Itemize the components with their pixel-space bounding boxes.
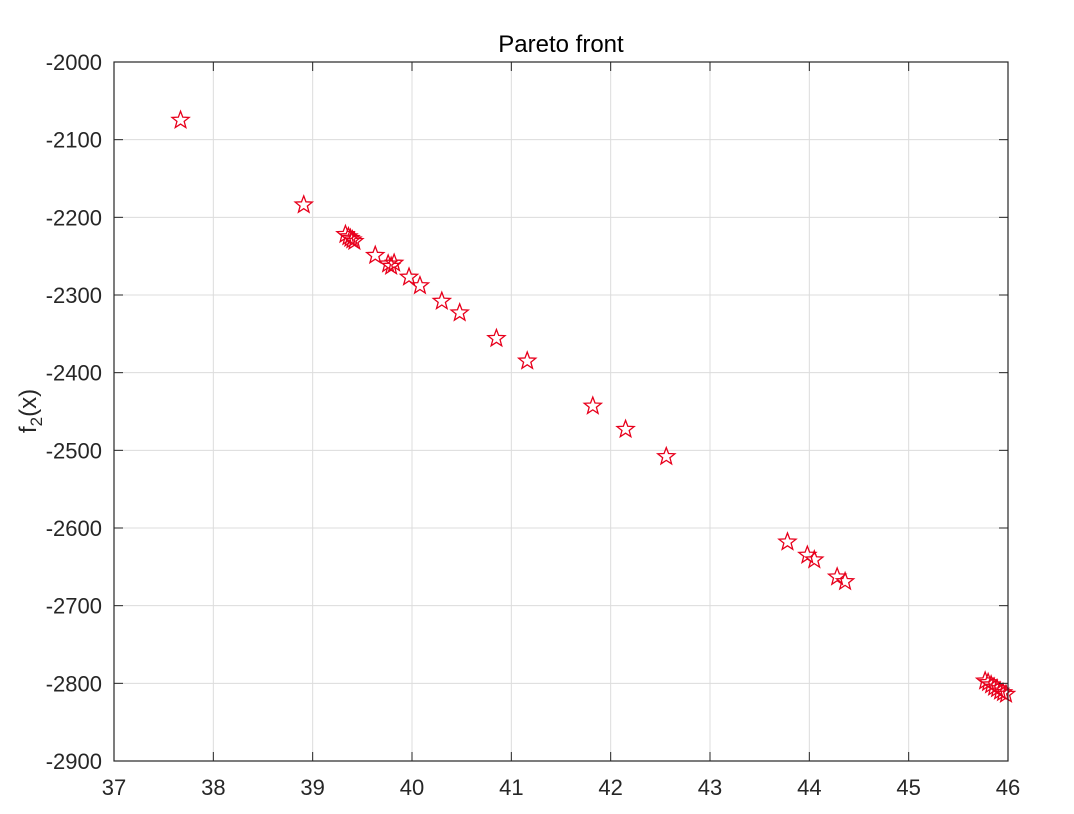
data-point xyxy=(486,327,507,348)
y-tick-labels: -2000 -2100 -2200 -2300 -2400 -2500 -2600 -2700… xyxy=(46,50,102,774)
y-axis-label-subscript: 2 xyxy=(27,417,46,426)
data-point xyxy=(655,445,677,466)
x-tick-labels: 37 38 39 40 41 42 43 44 45 46 xyxy=(102,775,1020,800)
data-point xyxy=(834,570,856,591)
data-point xyxy=(342,229,363,249)
y-tick-label: -2600 xyxy=(46,516,102,541)
plot-frame xyxy=(113,61,1009,762)
data-point xyxy=(449,302,470,322)
y-axis-label-rest: (x) xyxy=(15,389,42,417)
y-tick-label: -2500 xyxy=(46,438,102,463)
x-tick-label: 44 xyxy=(797,775,821,800)
data-point xyxy=(364,244,386,265)
x-tick-label: 37 xyxy=(102,775,126,800)
data-point xyxy=(170,109,191,130)
x-tick-label: 38 xyxy=(201,775,225,800)
data-points xyxy=(170,109,1017,703)
plot-background xyxy=(114,62,1008,761)
data-point xyxy=(293,194,315,214)
data-point xyxy=(826,566,848,586)
data-point xyxy=(516,350,538,370)
y-tick-label: -2400 xyxy=(46,361,102,386)
data-point xyxy=(992,681,1014,702)
y-tick-label: -2200 xyxy=(46,205,102,230)
y-axis-label: f2(x) xyxy=(15,389,46,433)
y-tick-label: -2700 xyxy=(46,594,102,619)
data-point xyxy=(380,255,402,276)
y-tick-label: -2000 xyxy=(46,50,102,75)
data-point xyxy=(344,230,365,251)
y-axis-label-main: f xyxy=(15,426,42,433)
x-tick-label: 39 xyxy=(300,775,324,800)
x-tick-label: 46 xyxy=(996,775,1020,800)
data-point xyxy=(995,683,1017,703)
y-tick-label: -2900 xyxy=(46,749,102,774)
axis-ticks xyxy=(113,61,1009,762)
data-point xyxy=(409,274,431,295)
data-point xyxy=(377,253,399,273)
x-tick-label: 40 xyxy=(400,775,424,800)
data-point xyxy=(582,395,604,415)
y-tick-label: -2300 xyxy=(46,283,102,308)
x-tick-label: 45 xyxy=(896,775,920,800)
data-point xyxy=(383,252,405,272)
data-point xyxy=(615,418,636,439)
data-point xyxy=(777,531,798,551)
data-point xyxy=(431,290,453,310)
chart-title: Pareto front xyxy=(498,31,624,58)
y-tick-label: -2800 xyxy=(46,671,102,696)
x-tick-label: 41 xyxy=(499,775,523,800)
y-tick-label: -2100 xyxy=(46,128,102,153)
data-point xyxy=(803,548,825,569)
x-tick-label: 43 xyxy=(698,775,722,800)
x-tick-label: 42 xyxy=(598,775,622,800)
data-point xyxy=(398,266,420,286)
grid-lines xyxy=(114,62,1008,761)
